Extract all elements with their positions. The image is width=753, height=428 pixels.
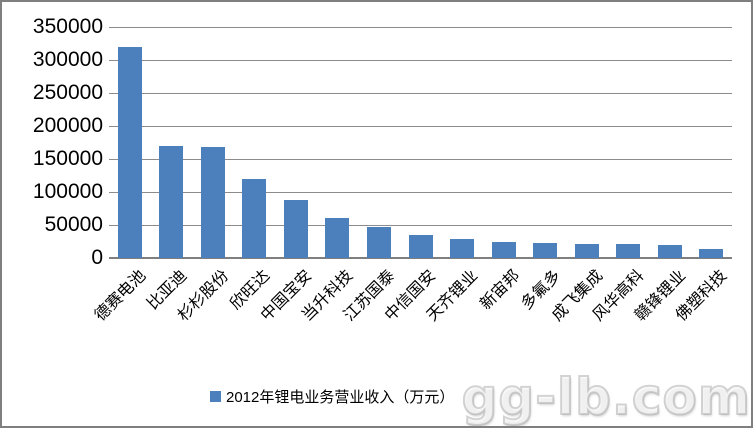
gridline [109,60,732,61]
y-tick-label: 50000 [44,213,103,236]
y-tick-label: 0 [91,246,103,269]
legend-label: 2012年锂电业务营业收入（万元） [226,389,455,406]
bar [117,46,142,258]
bar [366,226,391,258]
bar [533,242,558,258]
bar [616,244,641,258]
gridline [109,159,732,160]
bar [491,241,516,258]
legend-marker-icon [210,391,221,402]
bar [408,234,433,258]
y-tick-label: 250000 [32,81,103,104]
bar [657,244,682,258]
gridline [109,27,732,28]
gridline [109,93,732,94]
watermark: gg-lb.com [461,367,751,426]
bar [325,218,350,258]
x-category-label: 新宙邦 [476,267,523,314]
bar [699,248,724,258]
y-tick-label: 100000 [32,180,103,203]
y-tick-label: 350000 [32,15,103,38]
bar [200,147,225,258]
gridline [109,192,732,193]
bar [574,244,599,258]
bar [242,178,267,258]
y-tick-label: 200000 [32,114,103,137]
x-category-label: 德赛电池 [91,267,150,325]
gridline [109,126,732,127]
bar [283,199,308,258]
y-tick-label: 150000 [32,147,103,170]
bar [159,145,184,258]
y-tick-label: 300000 [32,48,103,71]
x-axis-line [109,257,732,259]
bar [450,238,475,258]
legend: 2012年锂电业务营业收入（万元） [210,386,454,407]
gridline [109,225,732,226]
